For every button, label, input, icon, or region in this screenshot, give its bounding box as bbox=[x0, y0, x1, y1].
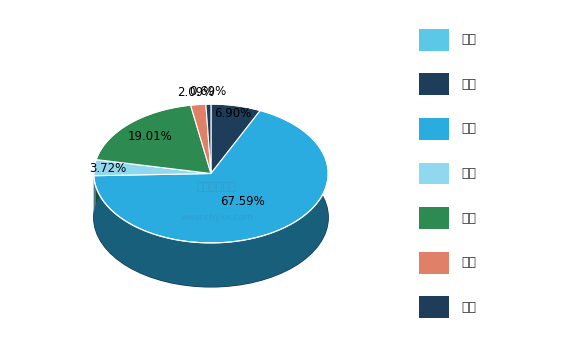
Polygon shape bbox=[206, 104, 211, 174]
FancyBboxPatch shape bbox=[420, 118, 449, 140]
Polygon shape bbox=[94, 111, 328, 243]
Text: 中国产业信息: 中国产业信息 bbox=[197, 183, 237, 192]
Ellipse shape bbox=[94, 148, 328, 287]
Text: 2.09%: 2.09% bbox=[177, 86, 214, 99]
FancyBboxPatch shape bbox=[420, 296, 449, 318]
Polygon shape bbox=[191, 104, 206, 149]
Text: 6.90%: 6.90% bbox=[214, 107, 252, 120]
Text: 67.59%: 67.59% bbox=[220, 195, 264, 208]
Text: www.chyxx.com: www.chyxx.com bbox=[180, 213, 253, 222]
Polygon shape bbox=[96, 105, 191, 204]
Text: 0.69%: 0.69% bbox=[190, 85, 227, 98]
Polygon shape bbox=[211, 104, 260, 174]
Text: 华南: 华南 bbox=[461, 212, 476, 225]
Text: 东北: 东北 bbox=[461, 78, 476, 91]
FancyBboxPatch shape bbox=[420, 163, 449, 185]
Polygon shape bbox=[94, 160, 96, 220]
Text: 西南: 西南 bbox=[461, 256, 476, 269]
Polygon shape bbox=[94, 111, 328, 287]
Text: 华东: 华东 bbox=[461, 122, 476, 135]
FancyBboxPatch shape bbox=[420, 252, 449, 274]
Text: 3.72%: 3.72% bbox=[90, 162, 127, 175]
Polygon shape bbox=[94, 160, 211, 176]
FancyBboxPatch shape bbox=[420, 73, 449, 95]
Text: 华中: 华中 bbox=[461, 167, 476, 180]
FancyBboxPatch shape bbox=[420, 29, 449, 51]
Polygon shape bbox=[206, 104, 211, 148]
FancyBboxPatch shape bbox=[420, 207, 449, 229]
Text: 华北: 华北 bbox=[461, 33, 476, 46]
Text: 西北: 西北 bbox=[461, 301, 476, 314]
Text: 19.01%: 19.01% bbox=[127, 130, 172, 143]
Polygon shape bbox=[96, 105, 211, 174]
Polygon shape bbox=[191, 104, 211, 174]
Polygon shape bbox=[211, 104, 260, 154]
